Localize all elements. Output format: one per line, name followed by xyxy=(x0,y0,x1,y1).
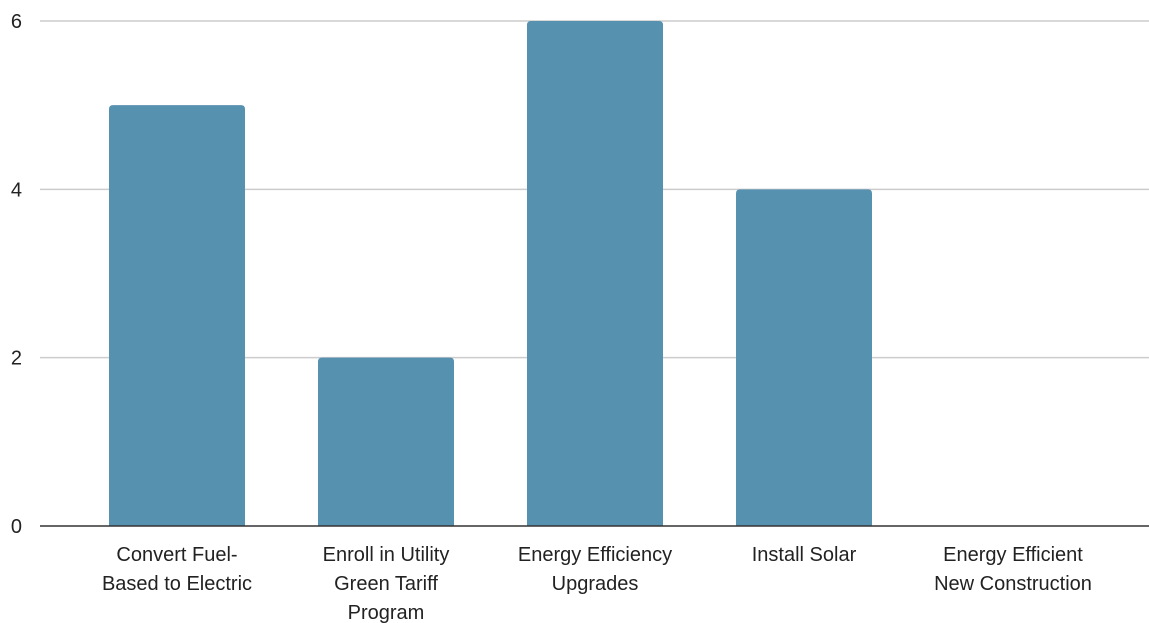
x-category-label-line: Install Solar xyxy=(752,544,857,566)
y-tick-label: 4 xyxy=(11,179,22,201)
x-category-label-line: Energy Efficient xyxy=(943,544,1083,566)
bar-1 xyxy=(109,105,245,527)
bar-2 xyxy=(318,357,454,526)
x-category-label-line: Program xyxy=(348,602,425,623)
x-category-label: Energy Efficient New Construction xyxy=(934,544,1092,595)
bars xyxy=(109,21,872,527)
x-category-label-line: Enroll in Utility xyxy=(323,544,450,566)
y-tick-label: 6 xyxy=(11,11,22,33)
y-axis-tick-labels: 0 2 4 6 xyxy=(11,11,22,538)
x-category-label-line: Green Tariff xyxy=(334,573,438,595)
x-category-label-line: Convert Fuel- xyxy=(116,544,237,566)
x-category-label: Energy Efficiency Upgrades xyxy=(518,544,672,595)
x-category-label-line: Based to Electric xyxy=(102,573,252,595)
x-category-label: Convert Fuel- Based to Electric xyxy=(102,544,252,595)
y-tick-label: 2 xyxy=(11,348,22,370)
y-tick-label: 0 xyxy=(11,516,22,538)
x-category-label-line: Energy Efficiency xyxy=(518,544,672,566)
bar-4 xyxy=(736,189,872,527)
bar-3 xyxy=(527,21,663,526)
x-category-label-line: New Construction xyxy=(934,573,1092,595)
x-category-label: Enroll in Utility Green Tariff Program xyxy=(323,544,450,623)
x-category-label-line: Upgrades xyxy=(552,573,639,595)
x-axis-category-labels: Convert Fuel- Based to Electric Enroll in … xyxy=(102,544,1092,623)
x-category-label: Install Solar xyxy=(752,544,857,566)
